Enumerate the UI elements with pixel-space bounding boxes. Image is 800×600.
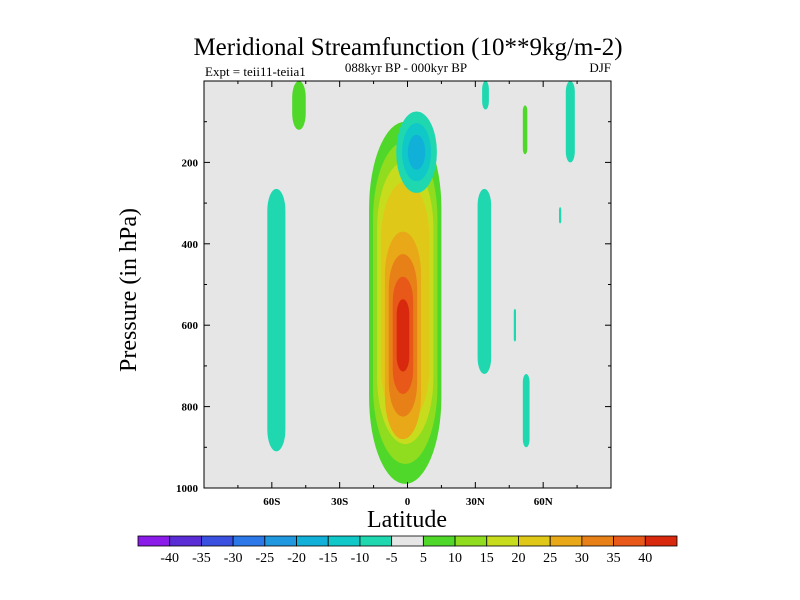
colorbar-label: 40 xyxy=(638,551,652,566)
colorbar-label: -35 xyxy=(192,551,211,566)
colorbar-box xyxy=(327,535,361,547)
colorbar-box xyxy=(137,535,171,547)
colorbar-label: 20 xyxy=(511,551,525,566)
experiment-label: Expt = teii11-teiia1 xyxy=(205,64,306,79)
colorbar-box xyxy=(549,535,583,547)
x-axis-label: Latitude xyxy=(367,507,447,533)
colorbar-box xyxy=(518,535,551,547)
x-tick-label: 30N xyxy=(466,496,485,508)
chart-subtitle: 088kyr BP - 000kyr BP xyxy=(345,60,467,75)
y-axis-label: Pressure (in hPa) xyxy=(116,208,142,372)
y-axis: 200 400 600 800 1000 xyxy=(176,121,611,495)
nh-negative-band-top-level-1 xyxy=(565,81,575,163)
nh-negative-band-level-1 xyxy=(477,188,492,375)
y-tick-label: 400 xyxy=(182,239,199,251)
colorbar-label: 15 xyxy=(480,551,494,566)
colorbar-label: -20 xyxy=(287,551,306,566)
colorbar-label: -30 xyxy=(224,551,243,566)
colorbar-box xyxy=(581,535,614,547)
season-label: DJF xyxy=(589,60,611,75)
colorbar-box xyxy=(359,535,393,547)
colorbar-label: -40 xyxy=(160,551,179,566)
nh-negative-speck-2-level-1 xyxy=(513,308,517,342)
x-tick-label: 30S xyxy=(331,496,348,508)
y-tick-label: 200 xyxy=(182,157,199,169)
colorbar-box xyxy=(232,535,266,547)
colorbar-label: 5 xyxy=(420,551,427,566)
sh-midlat-negative-band-level-1 xyxy=(267,188,286,452)
colorbar-label: 35 xyxy=(607,551,621,566)
colorbar: -40 -35 -30 -25 -20 -15 -10 -5 5 10 15 20 25 30 35 40 xyxy=(137,535,678,566)
chart-title: Meridional Streamfunction (10**9kg/m-2) xyxy=(193,34,622,61)
colorbar-label: -15 xyxy=(319,551,338,566)
colorbar-label: 25 xyxy=(543,551,557,566)
colorbar-box xyxy=(613,535,646,547)
colorbar-label: -10 xyxy=(351,551,370,566)
x-tick-label: 60N xyxy=(534,496,553,508)
y-tick-label: 1000 xyxy=(176,483,199,495)
colorbar-box xyxy=(454,535,488,547)
nh-negative-speck-level-1 xyxy=(558,207,562,224)
sh-positive-top-level-1 xyxy=(292,81,306,130)
plot-area: 200 400 600 800 1000 60S 30S 0 30N 60N xyxy=(176,80,612,508)
colorbar-box xyxy=(422,535,456,547)
nh-negative-band-upper-level-1 xyxy=(482,81,489,110)
colorbar-box xyxy=(296,535,329,547)
colorbar-box xyxy=(169,535,202,547)
nh-positive-thin-level-1 xyxy=(522,105,528,155)
colorbar-box xyxy=(264,535,297,547)
contour-fields xyxy=(267,81,575,484)
y-tick-label: 600 xyxy=(182,320,199,332)
colorbar-label: 10 xyxy=(448,551,462,566)
main-positive-cell-level-8 xyxy=(396,299,410,372)
x-axis: 60S 30S 0 30N 60N xyxy=(237,81,578,508)
colorbar-box xyxy=(486,535,519,547)
colorbar-box xyxy=(391,535,424,547)
colorbar-label: -5 xyxy=(386,551,398,566)
colorbar-box xyxy=(201,535,234,547)
colorbar-box xyxy=(644,535,678,547)
colorbar-label: 30 xyxy=(575,551,589,566)
nh-negative-band-lower-level-1 xyxy=(522,374,530,448)
x-tick-label: 60S xyxy=(263,496,280,508)
colorbar-label: -25 xyxy=(255,551,274,566)
x-tick-label: 0 xyxy=(405,496,411,508)
upper-negative-cell-level-3 xyxy=(407,134,426,170)
y-tick-label: 800 xyxy=(182,402,199,414)
